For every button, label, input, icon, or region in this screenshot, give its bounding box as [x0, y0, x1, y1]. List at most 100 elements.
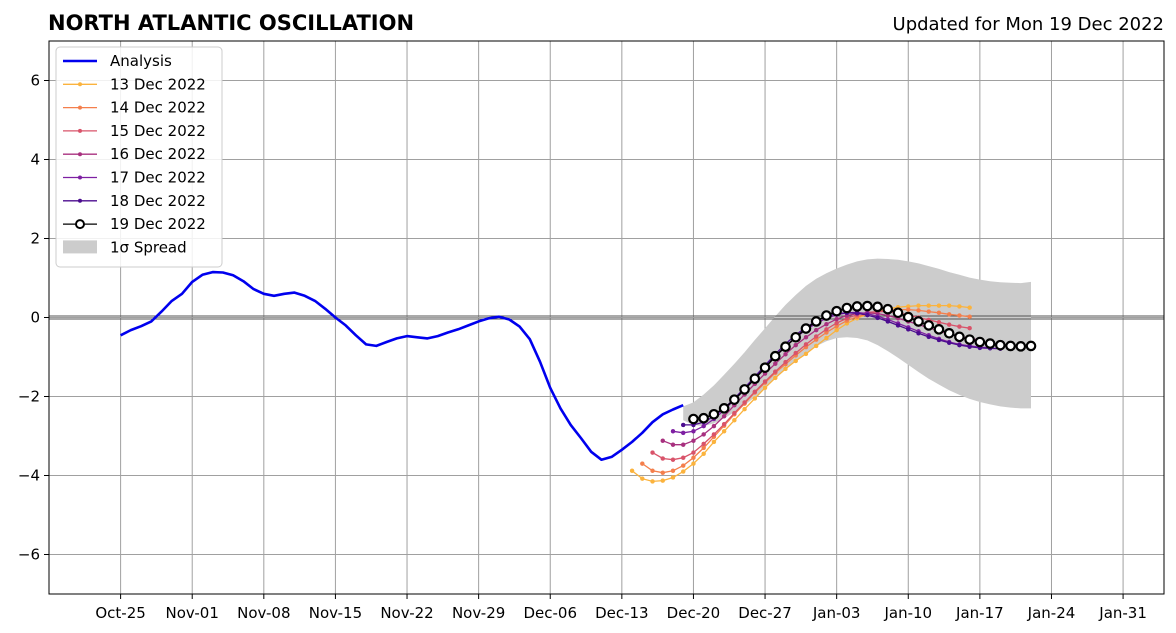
x-axis-ticks: Oct-25 Nov-01 Nov-08 Nov-15 Nov-22 Nov-29 Dec-… — [95, 594, 1147, 622]
forecast-point — [803, 351, 809, 357]
legend-marker — [78, 128, 82, 133]
forecast-point — [650, 468, 655, 474]
x-tick-label: Jan-31 — [1098, 604, 1147, 622]
forecast-point — [660, 470, 666, 475]
legend-entry: 15 Dec 2022 — [63, 122, 206, 140]
legend-entry: 18 Dec 2022 — [63, 192, 206, 210]
forecast-point — [660, 438, 666, 443]
current-forecast-point — [923, 320, 935, 331]
forecast-point — [803, 335, 809, 340]
legend-entry: 1σ Spread — [63, 238, 187, 256]
forecast-point — [926, 309, 931, 314]
forecast-point — [660, 478, 666, 483]
forecast-point — [813, 334, 819, 339]
current-forecast-point — [821, 310, 832, 321]
legend-label: 14 Dec 2022 — [110, 99, 206, 117]
current-forecast-point — [862, 300, 873, 312]
legend-entry: 13 Dec 2022 — [63, 75, 206, 93]
current-forecast-point — [688, 413, 699, 425]
forecast-point — [946, 322, 952, 327]
forecast-series — [629, 303, 972, 484]
forecast-point — [670, 429, 676, 434]
forecast-point — [732, 410, 737, 416]
x-tick-label: Dec-27 — [738, 604, 792, 622]
legend-label: 15 Dec 2022 — [110, 122, 206, 140]
forecast-point — [916, 331, 921, 336]
forecast-point — [680, 455, 686, 460]
forecast-point — [701, 441, 706, 447]
forecast-point — [783, 351, 788, 357]
legend-entry: 16 Dec 2022 — [63, 145, 206, 163]
current-forecast-point — [831, 305, 842, 317]
forecast-point — [936, 303, 942, 308]
forecast-point — [875, 315, 880, 321]
legend-marker — [78, 105, 82, 110]
forecast-point — [691, 450, 696, 455]
forecast-point — [793, 342, 798, 348]
legend-label: 18 Dec 2022 — [110, 192, 206, 210]
forecast-point — [793, 350, 798, 356]
forecast-line — [631, 304, 970, 483]
forecast-point — [691, 429, 696, 434]
forecast-point — [721, 414, 727, 419]
x-tick-label: Dec-06 — [523, 604, 577, 622]
y-axis-ticks: 6 4 2 0 −2 −4 −6 — [18, 72, 49, 564]
y-tick-label: −6 — [18, 546, 40, 564]
forecast-point — [680, 463, 686, 468]
current-forecast-point — [1015, 341, 1027, 352]
x-tick-label: Jan-24 — [1027, 604, 1076, 622]
forecast-point — [936, 337, 942, 343]
current-forecast-point — [995, 339, 1006, 351]
forecast-point — [660, 456, 666, 461]
current-forecast-point — [964, 334, 975, 345]
current-forecast-point — [769, 350, 781, 362]
y-tick-label: −2 — [18, 388, 40, 406]
forecast-point — [834, 327, 839, 333]
legend-marker — [78, 82, 82, 87]
legend-marker — [78, 152, 82, 157]
current-forecast-point — [933, 324, 945, 335]
forecast-point — [967, 325, 972, 331]
forecast-point — [773, 369, 778, 374]
current-forecast-point — [800, 323, 812, 334]
y-tick-label: 4 — [30, 151, 40, 169]
forecast-point — [752, 389, 758, 395]
current-forecast-point — [943, 327, 955, 339]
forecast-point — [680, 469, 686, 474]
forecast-point — [701, 445, 706, 451]
legend-entry: Analysis — [63, 52, 172, 70]
forecast-point — [711, 423, 717, 429]
current-forecast-point — [892, 307, 904, 319]
current-forecast-series — [688, 300, 1037, 425]
forecast-point — [691, 438, 696, 443]
forecast-point — [650, 450, 655, 455]
current-forecast-point — [718, 403, 730, 414]
legend-marker — [78, 198, 82, 203]
x-tick-label: Dec-20 — [667, 604, 721, 622]
forecast-point — [783, 359, 788, 365]
forecast-point — [762, 385, 768, 391]
x-tick-label: Nov-01 — [166, 604, 219, 622]
forecast-point — [732, 417, 737, 423]
current-forecast-point — [708, 408, 720, 420]
forecast-point — [926, 303, 931, 308]
legend-marker — [75, 219, 85, 230]
forecast-point — [711, 432, 717, 437]
y-tick-label: 2 — [30, 230, 40, 248]
current-forecast-point — [810, 316, 822, 327]
forecast-point — [885, 319, 891, 324]
forecast-point — [936, 310, 942, 316]
forecast-point — [967, 344, 972, 349]
legend-label: 19 Dec 2022 — [110, 215, 206, 233]
current-forecast-point — [841, 302, 853, 314]
forecast-point — [793, 358, 798, 364]
forecast-point — [670, 442, 676, 447]
current-forecast-point — [1025, 340, 1037, 352]
forecast-point — [742, 400, 747, 405]
forecast-point — [691, 455, 696, 460]
forecast-point — [721, 421, 727, 427]
legend-swatch — [63, 240, 97, 254]
current-forecast-point — [882, 303, 894, 315]
forecast-point — [640, 461, 645, 466]
forecast-point — [701, 423, 706, 429]
